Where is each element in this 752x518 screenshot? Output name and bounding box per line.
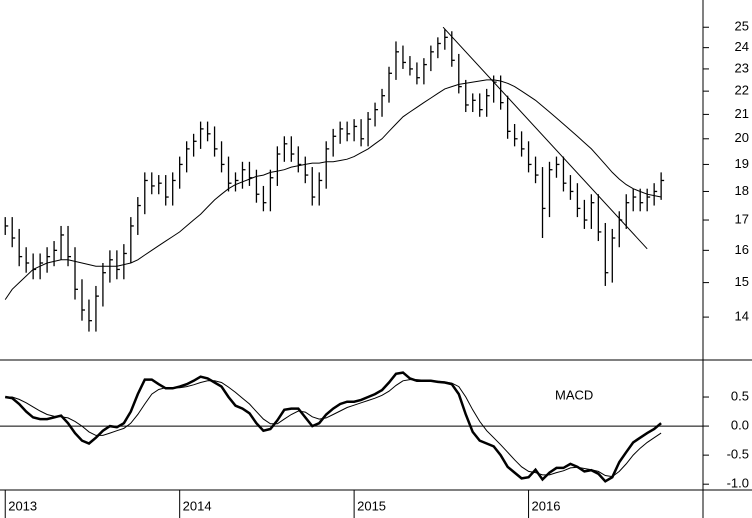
x-tick-label: 2015 [357,498,386,513]
y-tick-label: 25 [735,19,749,34]
x-tick-label: 2016 [532,498,561,513]
x-tick-label: 2013 [8,498,37,513]
y-tick-label: 14 [735,309,749,324]
y-tick-label: 16 [735,242,749,257]
x-tick-label: 2014 [183,498,212,513]
y-tick-label: 23 [735,60,749,75]
macd-y-tick-label: -1.0 [727,476,749,491]
y-tick-label: 22 [735,83,749,98]
y-tick-label: 24 [735,39,749,54]
macd-y-tick-label: 0.5 [731,388,749,403]
trendline [442,26,648,250]
macd-line [4,371,662,483]
y-tick-label: 18 [735,183,749,198]
y-tick-label: 17 [735,211,749,226]
macd-y-tick-label: 0.0 [731,418,749,433]
macd-label: MACD [555,387,593,402]
moving-average [4,79,662,300]
macd-signal [5,379,662,478]
y-tick-label: 20 [735,130,749,145]
y-tick-label: 19 [735,156,749,171]
y-tick-label: 21 [735,106,749,121]
y-tick-label: 15 [735,274,749,289]
macd-y-tick-label: -0.5 [727,447,749,462]
